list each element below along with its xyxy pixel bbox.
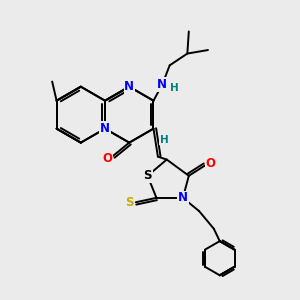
Text: O: O [103, 152, 113, 165]
Text: N: N [124, 80, 134, 93]
Text: N: N [178, 191, 188, 204]
Text: N: N [100, 122, 110, 135]
Text: S: S [125, 196, 134, 209]
Text: H: H [160, 135, 168, 145]
Text: S: S [143, 169, 152, 182]
Text: H: H [170, 83, 179, 93]
Text: O: O [205, 158, 215, 170]
Text: N: N [157, 78, 167, 91]
